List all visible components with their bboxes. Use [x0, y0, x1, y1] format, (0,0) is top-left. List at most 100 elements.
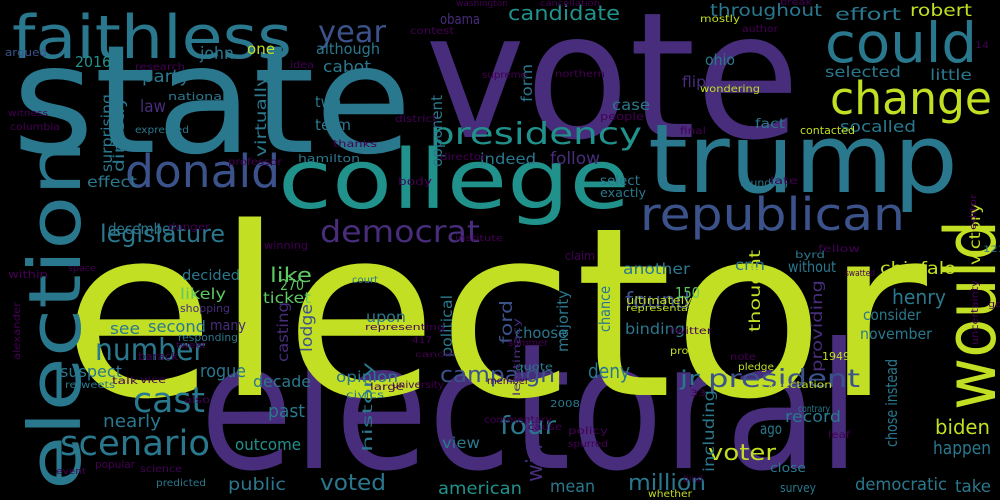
- word: policy: [568, 426, 608, 437]
- word: founding: [740, 178, 788, 189]
- word: retweets: [65, 380, 115, 391]
- word: campaign: [440, 363, 555, 388]
- word: 2016: [75, 53, 111, 71]
- word: million: [628, 471, 706, 496]
- word: cancellation: [540, 0, 600, 9]
- word: vice: [140, 375, 166, 386]
- word: flip: [682, 73, 706, 91]
- word: wondering: [700, 84, 760, 95]
- word: expressed: [135, 125, 189, 136]
- word: fact: [755, 117, 785, 132]
- word: see: [110, 319, 140, 338]
- word: candidate: [508, 1, 620, 25]
- word: outcome: [235, 435, 301, 454]
- word: representation: [626, 304, 710, 314]
- word: trump: [648, 105, 958, 215]
- word: decade: [253, 372, 311, 391]
- word: electoral: [200, 307, 860, 500]
- word: professor: [228, 157, 283, 168]
- word: thought: [746, 250, 764, 332]
- word: spurred: [568, 439, 608, 450]
- word: survey: [780, 481, 816, 495]
- word: victory: [966, 203, 984, 265]
- word: henry: [892, 285, 946, 309]
- word: year: [318, 15, 387, 50]
- word: happen: [933, 438, 991, 459]
- word: barack: [138, 350, 179, 363]
- word: mean: [550, 477, 595, 497]
- word: ohio: [705, 51, 735, 69]
- word: people: [600, 110, 644, 123]
- word: four: [500, 411, 557, 440]
- word: within: [8, 268, 48, 281]
- word: presidency: [430, 117, 642, 152]
- word: lodge: [297, 304, 316, 352]
- word: change: [830, 72, 992, 125]
- word: byrd: [795, 250, 825, 261]
- word: another: [623, 260, 691, 278]
- word: 150: [675, 284, 700, 302]
- word: effort: [835, 5, 901, 25]
- word: suspect: [60, 362, 122, 381]
- word: consider: [863, 306, 922, 324]
- word: rogue: [200, 361, 246, 382]
- word: ultimately: [626, 294, 693, 307]
- word: danger: [168, 222, 211, 233]
- word: without: [788, 258, 836, 276]
- word: casting: [274, 302, 292, 362]
- word: state: [12, 14, 412, 188]
- word: director: [440, 152, 487, 163]
- word: little: [930, 66, 972, 84]
- word: predicted: [156, 478, 206, 489]
- word: editor: [969, 194, 979, 230]
- word: science: [140, 464, 182, 475]
- word: columbia: [10, 122, 60, 133]
- word: could: [825, 11, 977, 75]
- word: 14: [975, 41, 989, 51]
- word: author: [742, 24, 779, 35]
- word: pledge: [738, 362, 774, 373]
- word: mostly: [700, 14, 740, 25]
- word: although: [316, 40, 380, 58]
- word: opinion: [336, 368, 398, 386]
- word: case: [612, 96, 650, 114]
- word: talk: [112, 376, 138, 387]
- word: uncertainty: [970, 280, 981, 345]
- word: university: [392, 380, 444, 391]
- word: contacted: [800, 124, 855, 137]
- word: final: [680, 126, 706, 137]
- word: virtually: [252, 75, 270, 157]
- word: ago: [760, 420, 782, 438]
- word: civics: [346, 390, 384, 401]
- word: second: [148, 317, 206, 336]
- word: popular: [95, 458, 135, 471]
- word: majority: [554, 290, 572, 352]
- word: number: [95, 333, 206, 368]
- word: vote: [425, 0, 800, 179]
- word: socalled: [840, 117, 916, 136]
- word: providing: [808, 280, 826, 372]
- word: alexander: [12, 301, 23, 360]
- word: witness: [8, 109, 48, 119]
- word: 33: [690, 389, 706, 399]
- word: likely: [180, 285, 226, 303]
- word: decided: [182, 268, 240, 284]
- word: would: [930, 220, 1000, 410]
- word: 121: [983, 245, 1000, 255]
- word: ticket: [263, 289, 311, 307]
- word: term: [315, 116, 351, 134]
- word: view: [442, 434, 480, 452]
- word: event: [56, 467, 87, 477]
- word: choose: [515, 324, 567, 342]
- word: two: [315, 93, 341, 111]
- word: upon: [366, 308, 406, 326]
- word: 417: [412, 336, 432, 346]
- word: northern: [555, 69, 605, 80]
- word: nearly: [103, 411, 161, 432]
- word: record: [785, 407, 841, 426]
- word: obama: [440, 12, 480, 28]
- word: december: [108, 220, 177, 238]
